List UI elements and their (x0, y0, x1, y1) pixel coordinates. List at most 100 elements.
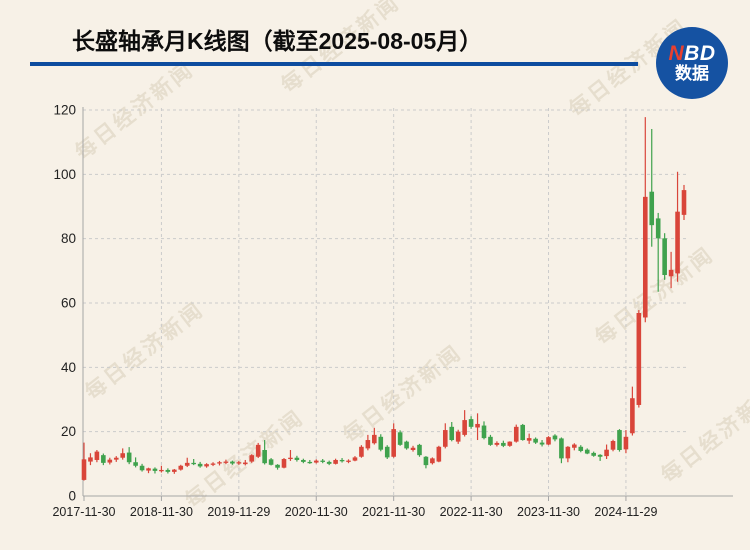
candle-body (559, 438, 564, 459)
candle-body (533, 438, 538, 443)
candle-body (191, 462, 196, 465)
candle-body (184, 462, 190, 466)
candle-body (539, 442, 545, 445)
candle-body (494, 442, 500, 445)
candle-body (507, 441, 513, 446)
candle-body (378, 436, 384, 450)
candle-body (313, 460, 319, 463)
candle-body (165, 469, 171, 472)
candle-body (636, 312, 642, 405)
x-axis-label: 2023-11-30 (517, 505, 580, 519)
candle-body (126, 452, 132, 463)
x-axis-label: 2017-11-30 (52, 505, 115, 519)
y-axis-label: 100 (53, 167, 76, 182)
candle-body (546, 437, 551, 445)
y-axis-label: 60 (61, 296, 76, 311)
x-axis-label: 2024-11-29 (594, 505, 657, 519)
candle-body (565, 446, 571, 459)
candle-body (262, 450, 267, 464)
candle-body (584, 449, 590, 454)
candle-body (410, 447, 416, 451)
candle-body (675, 211, 680, 274)
nbd-logo-bd: BD (684, 42, 716, 66)
candle-body (604, 449, 609, 457)
page-title: 长盛轴承月K线图（截至2025-08-05月） (72, 28, 483, 54)
candle-body (455, 431, 461, 442)
candle-body (436, 446, 442, 462)
candle-body (320, 460, 326, 462)
candle-body (172, 469, 177, 472)
candle-body (655, 218, 661, 239)
candle-body (365, 440, 371, 449)
candle-body (649, 191, 655, 226)
candle-body (113, 457, 119, 460)
candle-body (88, 457, 93, 462)
candle-body (481, 425, 487, 439)
candle-body (442, 430, 448, 447)
candle-body (391, 429, 396, 457)
x-axis-label: 2022-11-30 (440, 505, 503, 519)
candle-body (642, 196, 648, 318)
candle-body (468, 419, 474, 427)
candle-body (120, 453, 126, 458)
candle-body (668, 269, 674, 277)
candle-body (449, 426, 455, 441)
candle-body (288, 457, 293, 460)
candle-body (159, 469, 164, 472)
candle-body (281, 459, 287, 468)
y-axis-label: 0 (68, 489, 76, 504)
candle-body (249, 455, 255, 462)
title-divider (30, 62, 638, 66)
y-axis-label: 120 (53, 103, 76, 118)
y-axis-label: 80 (61, 231, 76, 246)
candle-body (217, 462, 222, 464)
candle-body (617, 430, 622, 451)
candle-body (242, 462, 248, 465)
candle-body (352, 457, 358, 461)
candle-body (230, 461, 235, 464)
nbd-logo-subtext: 数据 (675, 64, 709, 84)
candle-body (346, 460, 351, 462)
candle-body (146, 468, 151, 471)
candle-body (662, 238, 667, 276)
candle-body (326, 461, 332, 464)
candle-body (623, 436, 629, 450)
candle-body (462, 420, 467, 435)
candle-body (359, 446, 364, 457)
x-axis-label: 2021-11-30 (362, 505, 425, 519)
candle-body (139, 465, 145, 471)
candle-body (520, 424, 526, 441)
nbd-logo-text: NBD (668, 43, 715, 65)
candle-body (255, 444, 261, 457)
candle-body (236, 462, 242, 464)
candle-body (178, 465, 184, 470)
candle-body (681, 190, 687, 215)
candle-body (94, 451, 100, 460)
candle-body (552, 435, 558, 440)
candle-body (204, 464, 209, 467)
candle-body (578, 446, 584, 451)
candle-body (488, 436, 493, 445)
candle-body (333, 459, 338, 464)
candle-body (107, 459, 113, 463)
y-axis-label: 20 (61, 424, 76, 439)
candle-body (513, 426, 519, 442)
candle-body (572, 444, 577, 448)
candle-body (597, 454, 603, 457)
x-axis-label: 2019-11-29 (207, 505, 270, 519)
candle-body (101, 455, 106, 463)
candle-body (223, 461, 229, 463)
candle-body (197, 463, 203, 467)
candle-body (307, 461, 313, 464)
candle-body (430, 458, 435, 464)
candle-body (417, 444, 422, 456)
candle-body (210, 463, 216, 465)
candle-body (501, 442, 506, 446)
candle-body (591, 452, 596, 456)
candle-body (384, 446, 390, 458)
candle-body (610, 440, 616, 450)
candle-body (275, 464, 280, 468)
candle-body (339, 459, 345, 462)
